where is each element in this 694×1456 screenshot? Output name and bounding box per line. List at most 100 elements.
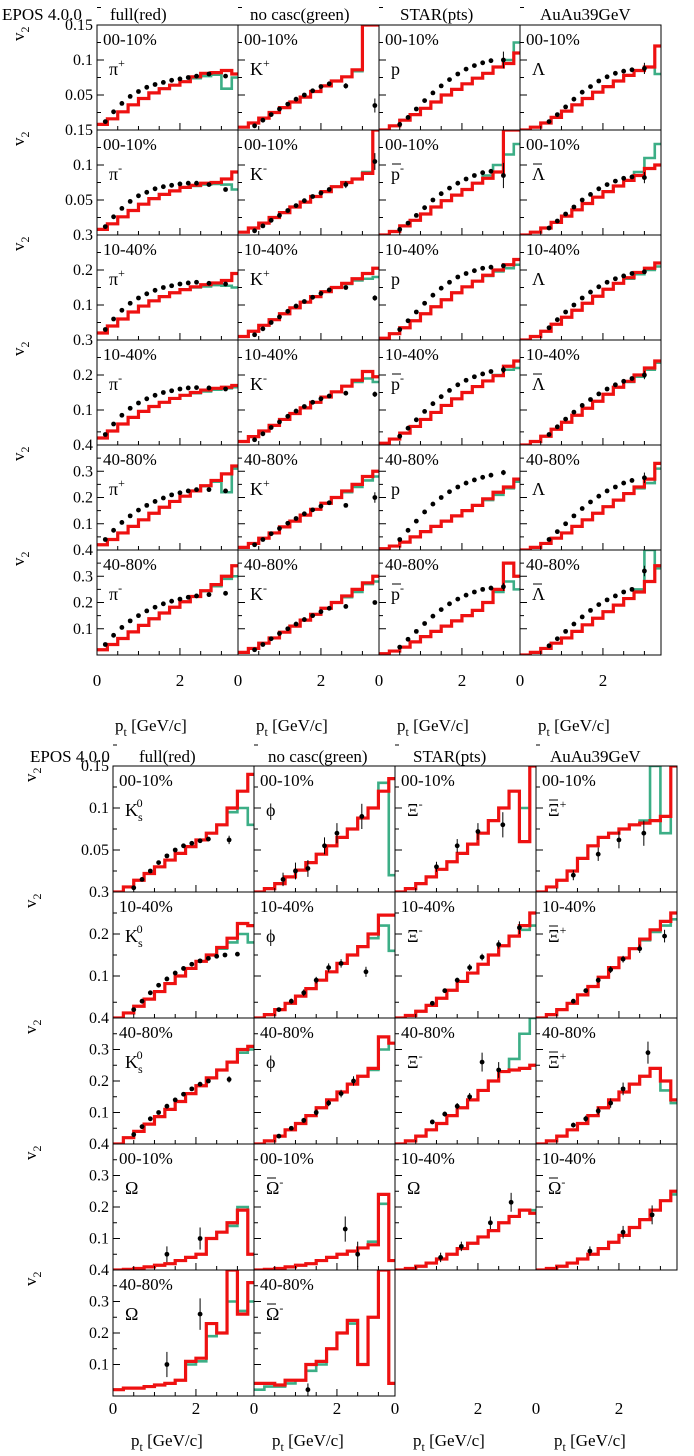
- star-point: [480, 474, 486, 480]
- panel-plot-area: [520, 461, 661, 550]
- star-point: [194, 385, 199, 390]
- y-tick-label: 0.2: [73, 595, 93, 612]
- star-point: [467, 965, 473, 970]
- panel-particle-label: K+: [250, 476, 270, 499]
- panel-0-2: 00-10% Ξ-: [394, 744, 537, 893]
- panel-centrality-label: 40-80%: [526, 450, 580, 469]
- y-tick-label: 0.3: [73, 568, 93, 585]
- panel-plot-area: [536, 1189, 677, 1270]
- x-axis-label: pt [GeV/c]: [256, 716, 328, 739]
- series-no-casc-line: [395, 1208, 536, 1270]
- series-full-line: [97, 271, 238, 335]
- star-point: [604, 386, 610, 392]
- y-tick-label: 0.2: [89, 1199, 109, 1216]
- star-point: [285, 413, 291, 419]
- star-point: [326, 1100, 332, 1106]
- series-full-line: [97, 464, 238, 547]
- star-point: [363, 969, 369, 975]
- star-point: [164, 1251, 170, 1257]
- panel-centrality-label: 40-80%: [119, 1275, 173, 1294]
- star-point: [136, 400, 141, 406]
- star-point: [596, 78, 602, 84]
- star-point: [405, 318, 411, 324]
- panel-plot-area: [536, 911, 677, 1018]
- y-tick-label: 0.1: [73, 52, 93, 69]
- x-tick-label: 0: [375, 671, 384, 690]
- star-point: [501, 367, 506, 373]
- star-point: [422, 409, 428, 414]
- star-point: [463, 480, 469, 486]
- star-point: [612, 484, 618, 490]
- star-point: [480, 60, 486, 66]
- star-point: [268, 531, 274, 537]
- panel-particle-label: ϕ: [266, 1052, 275, 1072]
- panel-2-1: 40-80% ϕ: [253, 1001, 396, 1145]
- star-point: [268, 112, 274, 117]
- star-point: [517, 925, 522, 931]
- y-axis-label: v2: [21, 1020, 44, 1035]
- star-point: [583, 988, 589, 994]
- y-tick-label: 0.1: [89, 968, 109, 985]
- star-point: [136, 193, 141, 199]
- star-point: [442, 988, 448, 994]
- star-point: [438, 191, 444, 197]
- star-point: [185, 594, 191, 600]
- panel-1-2: 10-40% Ξ-: [394, 870, 537, 1019]
- series-full-line: [113, 921, 254, 1018]
- series-full-line: [238, 130, 379, 234]
- star-point: [454, 843, 460, 849]
- star-point: [563, 416, 569, 422]
- panel-plot-area: [520, 359, 661, 445]
- star-point: [338, 961, 344, 966]
- panel-centrality-label: 00-10%: [260, 1149, 314, 1168]
- star-point: [438, 495, 444, 500]
- y-tick-label: 0.3: [89, 1168, 109, 1185]
- star-point: [160, 601, 166, 607]
- star-point: [434, 864, 439, 870]
- star-point: [463, 66, 469, 72]
- panel-plot-area: [113, 1205, 254, 1270]
- panel-particle-label: Ω: [125, 1178, 138, 1198]
- panel-5-1: 40-80% K-: [237, 536, 380, 656]
- star-point: [152, 604, 158, 610]
- panel-centrality-label: 00-10%: [526, 30, 580, 49]
- y-tick-label: 0.1: [73, 157, 93, 174]
- panel-plot-area: [238, 25, 379, 129]
- star-point: [480, 371, 486, 377]
- star-point: [293, 516, 299, 521]
- panel-particle-label: K-: [250, 161, 267, 184]
- panel-plot-area: [395, 1018, 536, 1144]
- star-point: [570, 1122, 576, 1128]
- star-point: [301, 617, 307, 622]
- panel-particle-label: Ξ-: [407, 1049, 423, 1072]
- star-point: [454, 977, 460, 983]
- star-point: [595, 1108, 601, 1114]
- star-point: [268, 217, 274, 223]
- panel-5-2: 40-80% p-: [378, 536, 521, 656]
- star-point: [438, 1255, 444, 1260]
- panel-particle-label: Ω-: [266, 1301, 283, 1324]
- star-point: [579, 506, 585, 511]
- star-point: [119, 206, 125, 211]
- star-point: [322, 843, 327, 849]
- panel-1-3: 10-40% Ξ+: [535, 870, 678, 1019]
- star-point: [422, 621, 428, 626]
- panel-particle-label: ϕ: [266, 926, 275, 946]
- star-point: [612, 276, 618, 282]
- header-model: EPOS 4.0.0: [2, 5, 82, 24]
- panel-plot-area: [254, 1270, 395, 1396]
- y-tick-label: 0.15: [65, 17, 93, 34]
- x-axis-label: pt [GeV/c]: [115, 716, 187, 739]
- panel-5-3: 40-80% Λ: [519, 536, 662, 656]
- star-point: [355, 1251, 361, 1257]
- panel-particle-label: K+: [250, 56, 270, 79]
- panel-2-1: 10-40% K+: [237, 217, 380, 341]
- star-point: [172, 847, 178, 853]
- y-tick-label: 0.3: [89, 1042, 109, 1059]
- panel-particle-label: Λ: [532, 269, 545, 289]
- header-star: STAR(pts): [400, 5, 473, 24]
- star-point: [223, 488, 228, 494]
- star-point: [268, 320, 274, 325]
- series-full-line: [379, 257, 520, 340]
- star-point: [570, 872, 576, 878]
